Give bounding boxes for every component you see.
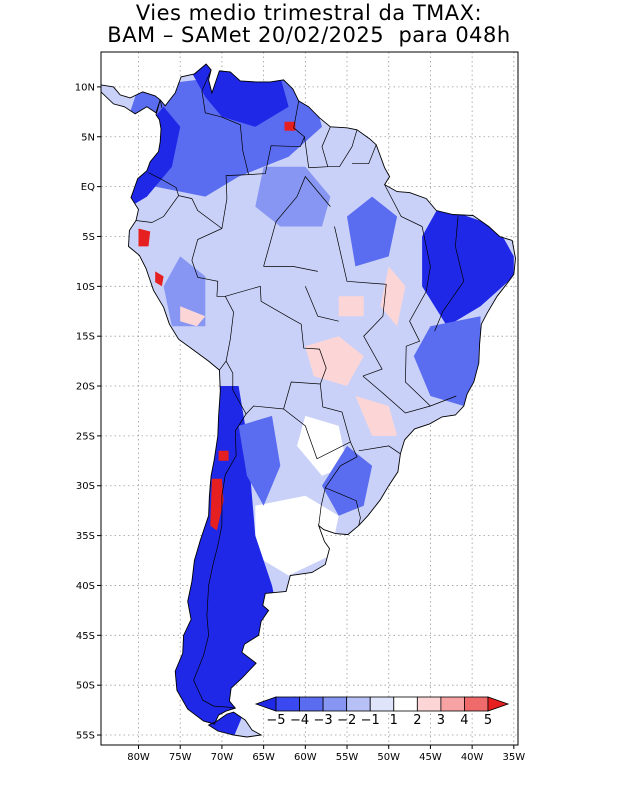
colorbar-swatch	[416, 696, 442, 712]
bias-patch	[155, 271, 164, 287]
longitude-tick-label: 35W	[503, 752, 526, 763]
country-border	[263, 266, 318, 272]
latitude-tick-label: 10S	[76, 282, 95, 293]
latitude-tick-label: 5N	[81, 132, 95, 143]
bias-patch	[422, 206, 514, 327]
longitude-tick-label: 55W	[336, 752, 359, 763]
colorbar-swatch	[322, 696, 348, 712]
country-border	[225, 285, 327, 415]
bias-patch	[413, 316, 481, 406]
colorbar-swatch	[440, 696, 465, 712]
longitude-tick-label: 50W	[377, 752, 400, 763]
bias-patch	[138, 228, 151, 247]
bias-patch	[255, 495, 339, 576]
colorbar-label: 1	[390, 713, 398, 728]
country-border	[159, 99, 163, 108]
latitude-axis: 10N 5N EQ 5S 10S 15S 20S 25S 30S 35S 40S 45S 50S 55S	[75, 82, 101, 742]
bias-patch	[163, 256, 206, 327]
longitude-axis: 80W 75W 70W 65W 60W 55W 50W 45W 40W 35W	[127, 745, 525, 763]
country-border	[334, 226, 387, 377]
bias-patch	[255, 166, 331, 227]
country-border	[248, 100, 305, 175]
longitude-tick-label: 45W	[419, 752, 442, 763]
country-border	[358, 445, 401, 455]
country-border	[193, 413, 247, 709]
colorbar-label: −2	[337, 713, 356, 728]
colorbar-swatch	[346, 696, 371, 712]
colorbar-label: −1	[361, 713, 380, 728]
country-border	[263, 175, 331, 267]
latitude-tick-label: 40S	[76, 581, 95, 592]
latitude-tick-label: 50S	[76, 681, 95, 692]
bias-patch	[130, 106, 181, 207]
colorbar-swatch	[369, 696, 395, 712]
latitude-tick-label: 15S	[76, 332, 95, 343]
bias-patch	[297, 415, 347, 476]
bias-patch	[347, 196, 398, 267]
bias-patch	[380, 266, 406, 327]
bias-patch	[238, 415, 281, 506]
country-border	[327, 129, 358, 168]
latitude-tick-label: 10N	[75, 82, 95, 93]
latitude-tick-label: 5S	[82, 232, 95, 243]
country-border	[434, 216, 465, 332]
colorbar-label: 3	[437, 713, 445, 728]
country-borders	[135, 69, 465, 709]
country-border	[352, 144, 377, 165]
longitude-tick-label: 40W	[461, 752, 484, 763]
longitude-tick-label: 60W	[294, 752, 317, 763]
bias-patch	[338, 296, 364, 317]
colorbar-label: 4	[460, 713, 468, 728]
bias-patch	[180, 306, 206, 327]
bias-patch	[218, 450, 229, 461]
latitude-tick-label: 30S	[76, 481, 95, 492]
colorbar-label: 5	[484, 713, 492, 728]
colorbar-swatch	[393, 696, 418, 712]
country-border	[191, 174, 249, 371]
country-border	[178, 195, 223, 229]
map-title: Vies medio trimestral da TMAX: BAM – SAM…	[0, 2, 618, 46]
bias-patch	[322, 445, 373, 516]
colorbar-high-arrow	[487, 696, 510, 712]
latitude-tick-label: 25S	[76, 431, 95, 442]
colorbar-swatch	[299, 696, 324, 712]
title-line-2: BAM – SAMet 20/02/2025 para 048h	[107, 23, 511, 47]
country-border	[304, 286, 339, 322]
colorbar: −5 −4 −3 −2 −1 1 2 3 4 5	[254, 696, 510, 728]
colorbar-swatch	[464, 696, 489, 712]
colorbar-swatch	[275, 696, 300, 712]
coastline	[101, 63, 516, 738]
latitude-tick-label: 20S	[76, 382, 95, 393]
bias-patch	[210, 478, 224, 531]
country-border	[325, 441, 358, 488]
country-border	[405, 226, 431, 407]
longitude-tick-label: 80W	[127, 752, 150, 763]
bias-patch	[355, 396, 398, 436]
colorbar-label: −3	[314, 713, 333, 728]
longitude-tick-label: 75W	[169, 752, 192, 763]
country-border	[362, 375, 457, 414]
plot-frame	[100, 51, 519, 746]
country-border	[318, 487, 361, 526]
colorbar-label: −4	[290, 713, 309, 728]
latitude-tick-label: EQ	[81, 182, 95, 193]
bias-patch	[284, 121, 296, 131]
title-line-1: Vies medio trimestral da TMAX:	[135, 1, 483, 25]
latitude-tick-label: 55S	[76, 731, 95, 742]
latitude-tick-label: 45S	[76, 631, 95, 642]
longitude-tick-label: 70W	[211, 752, 234, 763]
country-border	[201, 69, 249, 175]
country-border	[384, 184, 423, 227]
colorbar-label: −5	[266, 713, 285, 728]
longitude-tick-label: 65W	[252, 752, 275, 763]
latitude-tick-label: 35S	[76, 531, 95, 542]
bias-patch	[305, 336, 364, 386]
colorbar-label: 2	[413, 713, 421, 728]
continent	[101, 63, 516, 738]
